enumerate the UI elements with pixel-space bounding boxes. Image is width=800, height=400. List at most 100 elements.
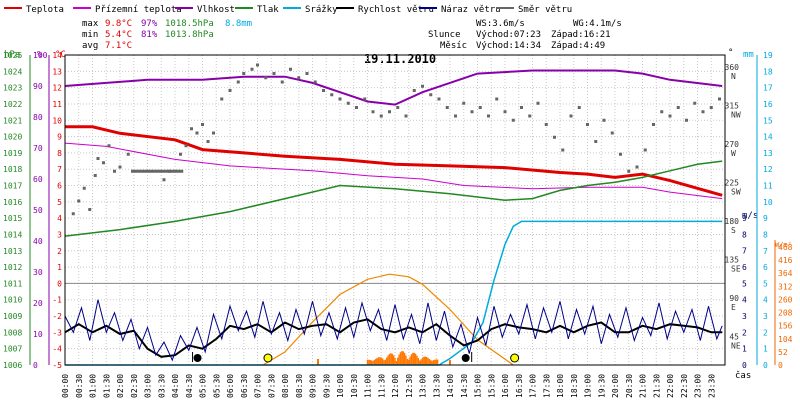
wind-direction-point [412, 89, 416, 92]
wind-direction-point [718, 97, 721, 101]
wind-direction-point [126, 152, 130, 156]
time-tick-label: 14:00 [446, 374, 455, 398]
wind-direction-point [206, 140, 210, 143]
time-tick-label: 23:00 [694, 374, 703, 398]
wind-gust-line [64, 299, 723, 362]
stats-block: max 9.8°C 97% 1018.5hPa 8.8mm min 5.4°C … [82, 19, 622, 51]
wind-direction-point [272, 72, 276, 75]
pct-tick-label: 30 [33, 268, 43, 277]
mm-tick-label: 2 [763, 328, 768, 337]
pct-tick-label: 0 [33, 361, 38, 370]
time-tick-label: 02:30 [130, 374, 139, 398]
time-tick-label: 09:00 [309, 374, 318, 398]
wind-direction-point [190, 127, 193, 131]
dir-tick-degree: 225 [725, 179, 740, 188]
ms-tick-label: 7 [742, 247, 747, 256]
moon-label: Měsíc [440, 41, 467, 51]
hpa-tick-label: 1011 [3, 279, 22, 288]
wind-direction-point [528, 114, 532, 118]
temp-tick-label: 11 [52, 100, 62, 109]
stat-max-rain: 8.8mm [225, 19, 252, 29]
wind-direction-point [685, 118, 688, 122]
time-tick-label: 16:30 [515, 374, 524, 398]
wind-direction-point [201, 123, 204, 126]
wind-direction-point [242, 72, 246, 75]
wind-direction-point [487, 114, 490, 118]
hpa-tick-label: 1016 [3, 198, 22, 207]
wind-direction-point [495, 97, 499, 101]
wm2-tick-label: 104 [778, 335, 793, 344]
time-tick-label: 00:30 [75, 374, 84, 398]
hpa-tick-label: 1008 [3, 328, 22, 337]
wind-direction-point [220, 97, 224, 101]
temp-tick-label: -4 [52, 345, 62, 354]
time-tick-label: 22:30 [680, 374, 689, 398]
stat-max-temp: 9.8°C [105, 19, 132, 29]
wind-direction-point [71, 212, 75, 216]
wm2-tick-label: 0 [778, 361, 783, 370]
axis-units: hPa % °C ° mm m/s W/m² čas [4, 48, 792, 381]
dir-tick-name: SE [731, 265, 741, 274]
hpa-unit: hPa [4, 50, 20, 60]
time-tick-label: 07:30 [267, 374, 276, 398]
temp-tick-label: 13 [52, 67, 62, 76]
wind-direction-point [102, 161, 105, 165]
moon-rise: Východ:14:34 [476, 41, 541, 51]
sun-label: Slunce [428, 30, 461, 40]
hpa-tick-label: 1019 [3, 149, 22, 158]
ms-tick-label: 1 [742, 345, 747, 354]
pct-tick-label: 90 [33, 82, 43, 91]
wind-direction-point [107, 144, 111, 148]
time-tick-label: 11:30 [377, 374, 386, 398]
wind-direction-point [676, 106, 680, 109]
hpa-tick-label: 1006 [3, 361, 22, 370]
mm-tick-label: 8 [763, 230, 768, 239]
wind-direction-point [586, 123, 589, 126]
humidity-line [64, 69, 723, 106]
pct-tick-label: 70 [33, 144, 43, 153]
ms-tick-label: 0 [742, 361, 747, 370]
ms-tick-label: 4 [742, 296, 747, 305]
time-tick-label: 20:30 [625, 374, 634, 398]
mm-unit: mm [743, 50, 754, 60]
wind-direction-point [289, 67, 292, 71]
time-tick-label: 18:30 [570, 374, 579, 398]
wind-direction-point [396, 106, 400, 109]
wind-direction-point [602, 118, 606, 122]
wind-direction-point [470, 110, 474, 114]
time-tick-label: 21:30 [652, 374, 661, 398]
wind-direction-point [184, 144, 188, 148]
mm-tick-label: 1 [763, 345, 768, 354]
time-tick-label: 19:00 [584, 374, 593, 398]
time-tick-label: 09:30 [322, 374, 331, 398]
legend-label: Rychlost větru [358, 5, 434, 15]
mm-tick-label: 10 [763, 198, 773, 207]
wind-direction-point [297, 76, 301, 80]
ms-tick-label: 5 [742, 279, 747, 288]
time-tick-label: 08:00 [281, 374, 290, 398]
wind-direction-point [93, 174, 97, 177]
wind-direction-point [338, 97, 342, 101]
dir-tick-degree: 315 [725, 102, 740, 111]
mm-tick-label: 5 [763, 279, 768, 288]
mm-tick-label: 11 [763, 182, 773, 191]
wind-direction-point [561, 148, 565, 152]
temp-tick-label: 1 [57, 263, 62, 272]
time-tick-label: 07:00 [254, 374, 263, 398]
time-tick-label: 02:00 [116, 374, 125, 398]
time-tick-label: 03:00 [144, 374, 153, 398]
pct-tick-label: 10 [33, 330, 43, 339]
wind-direction-point [322, 89, 325, 92]
hpa-tick-label: 1022 [3, 100, 22, 109]
wind-direction-point [250, 67, 254, 71]
wind-direction-point [462, 101, 466, 105]
x-axis-label: čas [735, 370, 751, 381]
wind-direction-point [355, 106, 358, 109]
wind-direction-point [256, 63, 259, 67]
wind-direction-point [577, 106, 581, 109]
hpa-tick-label: 1025 [3, 51, 22, 60]
temp-tick-label: 7 [57, 165, 62, 174]
moonset-icon [193, 354, 202, 362]
ms-unit: m/s [742, 211, 758, 221]
wind-direction-point [445, 106, 449, 109]
